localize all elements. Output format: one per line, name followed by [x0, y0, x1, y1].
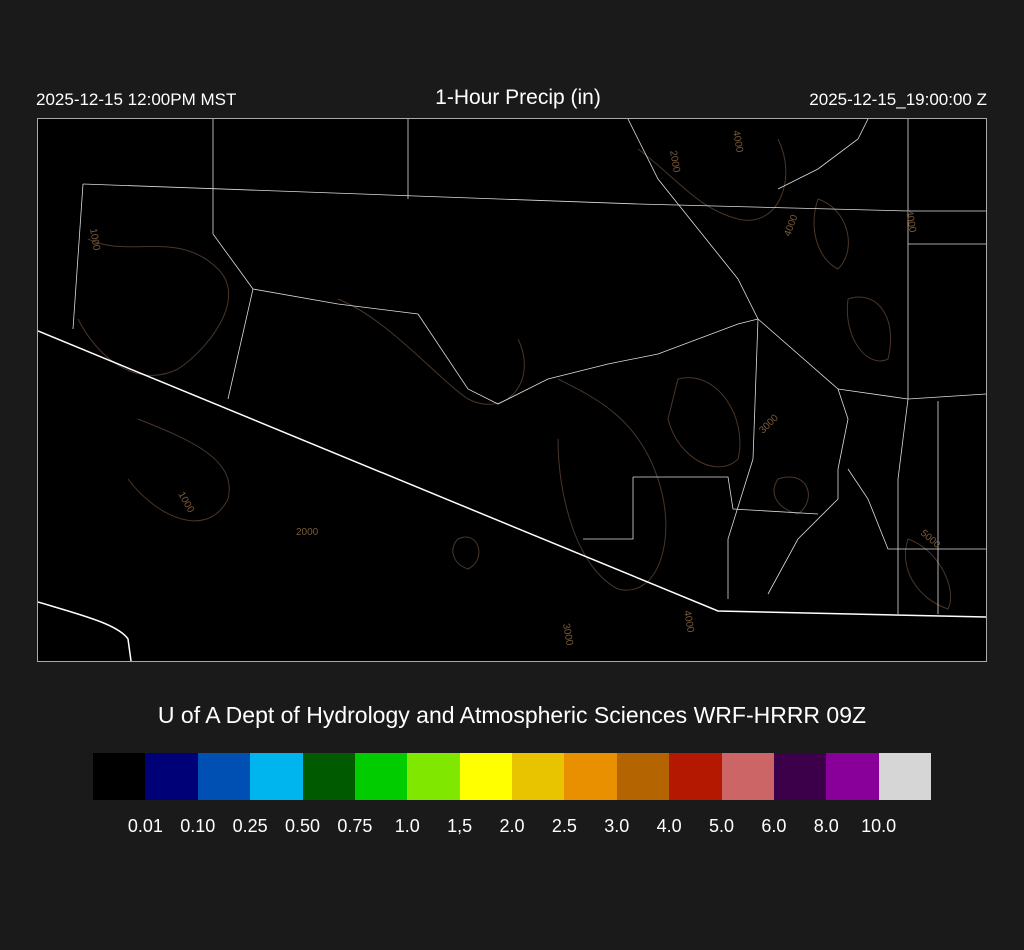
colorbar-swatch: [302, 753, 355, 800]
colorbar-labels: 0.01 0.10 0.25 0.50 0.75 1.0 1,5 2.0 2.5 3.0 4.0 5.…: [0, 816, 1024, 840]
contour-label: 2000: [296, 527, 319, 538]
colorbar-label: 1,5: [447, 816, 473, 836]
colorbar-swatch: [669, 753, 722, 800]
terrain-contours: [77, 138, 952, 610]
colorbar-swatch: [93, 753, 146, 800]
contour-label: 4000: [681, 610, 696, 634]
map-canvas: 1000 1000 2000 2000 3000 3000 4000 4000 …: [37, 118, 987, 662]
local-time: 2025-12-15 12:00PM MST: [36, 90, 237, 109]
contour-labels: 1000 1000 2000 2000 3000 3000 4000 4000 …: [87, 130, 942, 647]
colorbar-swatch: [616, 753, 670, 800]
colorbar-swatch: [459, 753, 512, 800]
state-boundaries: [37, 330, 987, 662]
colorbar-label: 8.0: [813, 816, 839, 836]
colorbar-swatch: [826, 753, 879, 800]
precip-map: 1000 1000 2000 2000 3000 3000 4000 4000 …: [37, 118, 987, 662]
colorbar-swatch: [145, 753, 198, 800]
contour-label: 4000: [730, 130, 745, 154]
colorbar-swatch: [354, 753, 408, 800]
colorbar-label: 1.0: [394, 816, 420, 836]
colorbar-label: 0.25: [232, 816, 268, 836]
contour-label: 4000: [903, 210, 918, 234]
map-title: 1-Hour Precip (in): [435, 86, 601, 109]
colorbar-label: 0.75: [337, 816, 373, 836]
colorbar-label: 0.01: [127, 816, 163, 836]
colorbar-swatch: [407, 753, 460, 800]
contour-label: 5000: [918, 528, 942, 551]
colorbar-swatch: [721, 753, 774, 800]
contour-label: 2000: [667, 150, 682, 174]
colorbar-label: 2.5: [551, 816, 577, 836]
colorbar-label: 0.50: [284, 816, 321, 836]
colorbar-label: 6.0: [761, 816, 787, 836]
colorbar-swatch: [512, 753, 565, 800]
colorbar-swatch: [250, 753, 303, 800]
colorbar-label: 2.0: [499, 816, 525, 836]
colorbar-label: 0.10: [180, 816, 216, 836]
colorbar-label: 4.0: [656, 816, 682, 836]
credit-text: U of A Dept of Hydrology and Atmospheric…: [157, 702, 867, 728]
contour-label: 1000: [87, 228, 102, 252]
contour-label: 1000: [175, 490, 196, 515]
county-boundaries: [72, 118, 987, 614]
contour-label: 3000: [757, 412, 781, 436]
contour-label: 3000: [560, 623, 575, 647]
colorbar-label: 10.0: [861, 816, 897, 836]
colorbar: [93, 753, 931, 800]
contour-label: 4000: [782, 213, 800, 238]
colorbar-label: 5.0: [708, 816, 735, 836]
colorbar-swatch: [197, 753, 251, 800]
utc-time: 2025-12-15_19:00:00 Z: [809, 90, 987, 109]
colorbar-swatch: [564, 753, 617, 800]
colorbar-swatch: [773, 753, 827, 800]
colorbar-swatch: [878, 753, 931, 800]
colorbar-label: 3.0: [604, 816, 630, 836]
